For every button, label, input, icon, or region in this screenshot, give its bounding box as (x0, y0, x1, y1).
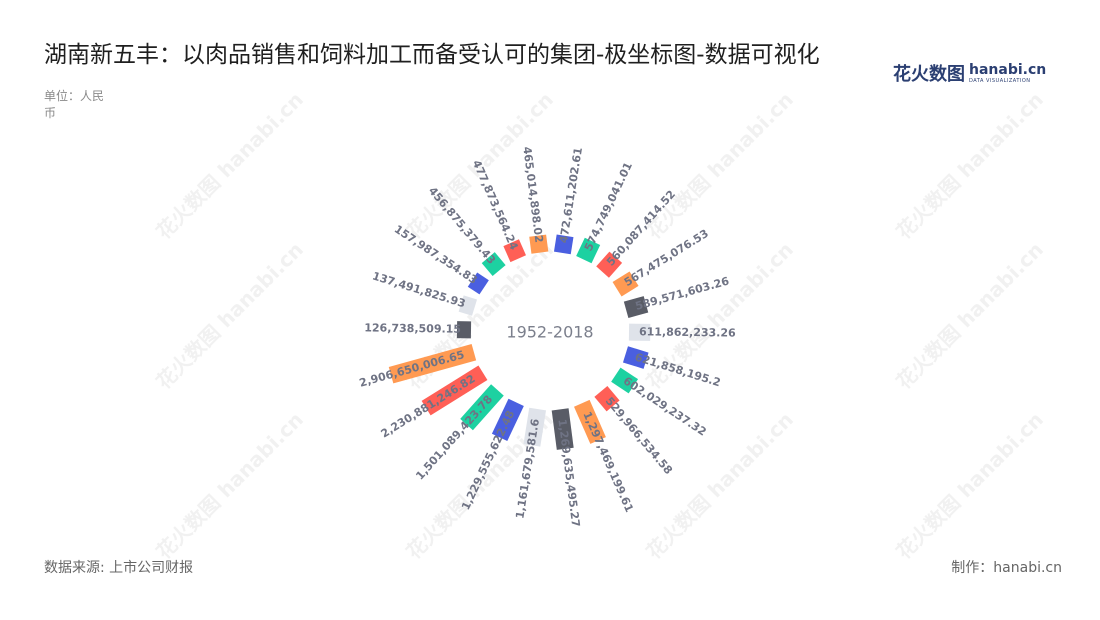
value-label-10: 1,269,635,495.27 (555, 418, 582, 527)
data-source: 数据来源: 上市公司财报 (44, 560, 194, 576)
bar-4 (623, 296, 649, 319)
brand-logo: 花火数图 hanabi.cn DATA VISUALIZATION (893, 58, 1046, 88)
value-label-4: 589,571,603.26 (634, 274, 731, 313)
bar-8 (594, 385, 620, 412)
value-label-6: 621,858,195.2 (633, 351, 722, 390)
value-label-0: 472,611,202.61 (557, 146, 585, 244)
bar-5 (628, 323, 651, 341)
bar-9 (574, 399, 606, 444)
value-label-11: 1,161,679,581.6 (513, 417, 542, 519)
bar-3 (612, 271, 639, 297)
value-label-17: 137,491,825.93 (371, 269, 467, 310)
bar-13 (460, 384, 504, 431)
bar-14 (421, 365, 488, 416)
bar-7 (611, 367, 639, 394)
chart-bars (388, 234, 651, 450)
logo-en-block: hanabi.cn DATA VISUALIZATION (969, 63, 1046, 84)
bar-11 (523, 407, 547, 447)
value-label-5: 611,862,233.26 (639, 325, 736, 339)
bar-15 (388, 343, 477, 384)
value-label-21: 465,014,898.02 (520, 146, 545, 244)
bar-2 (596, 251, 623, 278)
unit-label: 单位：人民币 (44, 89, 105, 120)
bar-1 (576, 237, 601, 264)
chart-title: 湖南新五丰：以肉品销售和饲料加工而备受认可的集团-极坐标图-数据可视化 (44, 42, 820, 68)
bar-19 (481, 252, 506, 277)
bar-21 (529, 234, 549, 254)
bar-20 (503, 239, 526, 263)
bar-10 (551, 408, 574, 450)
bar-18 (467, 272, 489, 295)
center-label: 1952-2018 (506, 323, 593, 342)
logo-cn-text: 花火数图 (893, 64, 965, 85)
value-label-16: 126,738,509.15 (364, 321, 461, 335)
bar-17 (458, 295, 478, 316)
logo-sub-text: DATA VISUALIZATION (969, 77, 1031, 84)
bar-12 (491, 398, 524, 441)
logo-en-text: hanabi.cn (969, 61, 1047, 78)
bar-0 (553, 234, 574, 255)
bar-16 (456, 321, 472, 339)
maker-credit: 制作：hanabi.cn (951, 560, 1062, 576)
bar-6 (622, 346, 649, 369)
